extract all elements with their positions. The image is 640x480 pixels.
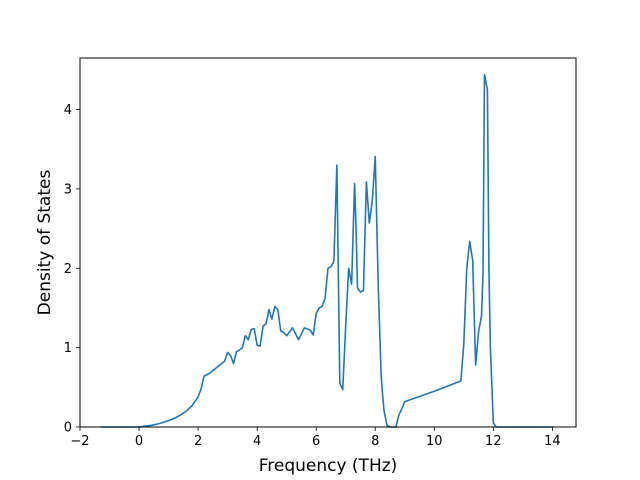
x-tick-label: 0 <box>135 434 143 449</box>
x-tick-label: 12 <box>485 434 502 449</box>
x-tick-label: 10 <box>426 434 443 449</box>
x-axis-label: Frequency (THz) <box>259 456 398 476</box>
y-tick-label: 3 <box>64 182 72 197</box>
x-tick-label: 6 <box>312 434 320 449</box>
dos-series-line <box>100 73 553 428</box>
x-tick-label: 4 <box>253 434 261 449</box>
x-tick-label: −2 <box>70 434 89 449</box>
y-tick-label: 4 <box>64 103 72 118</box>
x-tick-label: 14 <box>544 434 561 449</box>
y-tick-label: 0 <box>64 421 72 436</box>
x-axis-ticks: −2 0 2 4 6 8 10 12 14 <box>70 427 561 449</box>
y-tick-label: 1 <box>64 341 72 356</box>
plot-frame <box>79 57 577 428</box>
y-axis-label: Density of States <box>35 170 55 316</box>
y-axis-ticks: 0 1 2 3 4 <box>64 103 80 436</box>
x-tick-label: 8 <box>371 434 379 449</box>
x-tick-label: 2 <box>194 434 202 449</box>
y-tick-label: 2 <box>64 262 72 277</box>
series-layer <box>100 73 553 428</box>
